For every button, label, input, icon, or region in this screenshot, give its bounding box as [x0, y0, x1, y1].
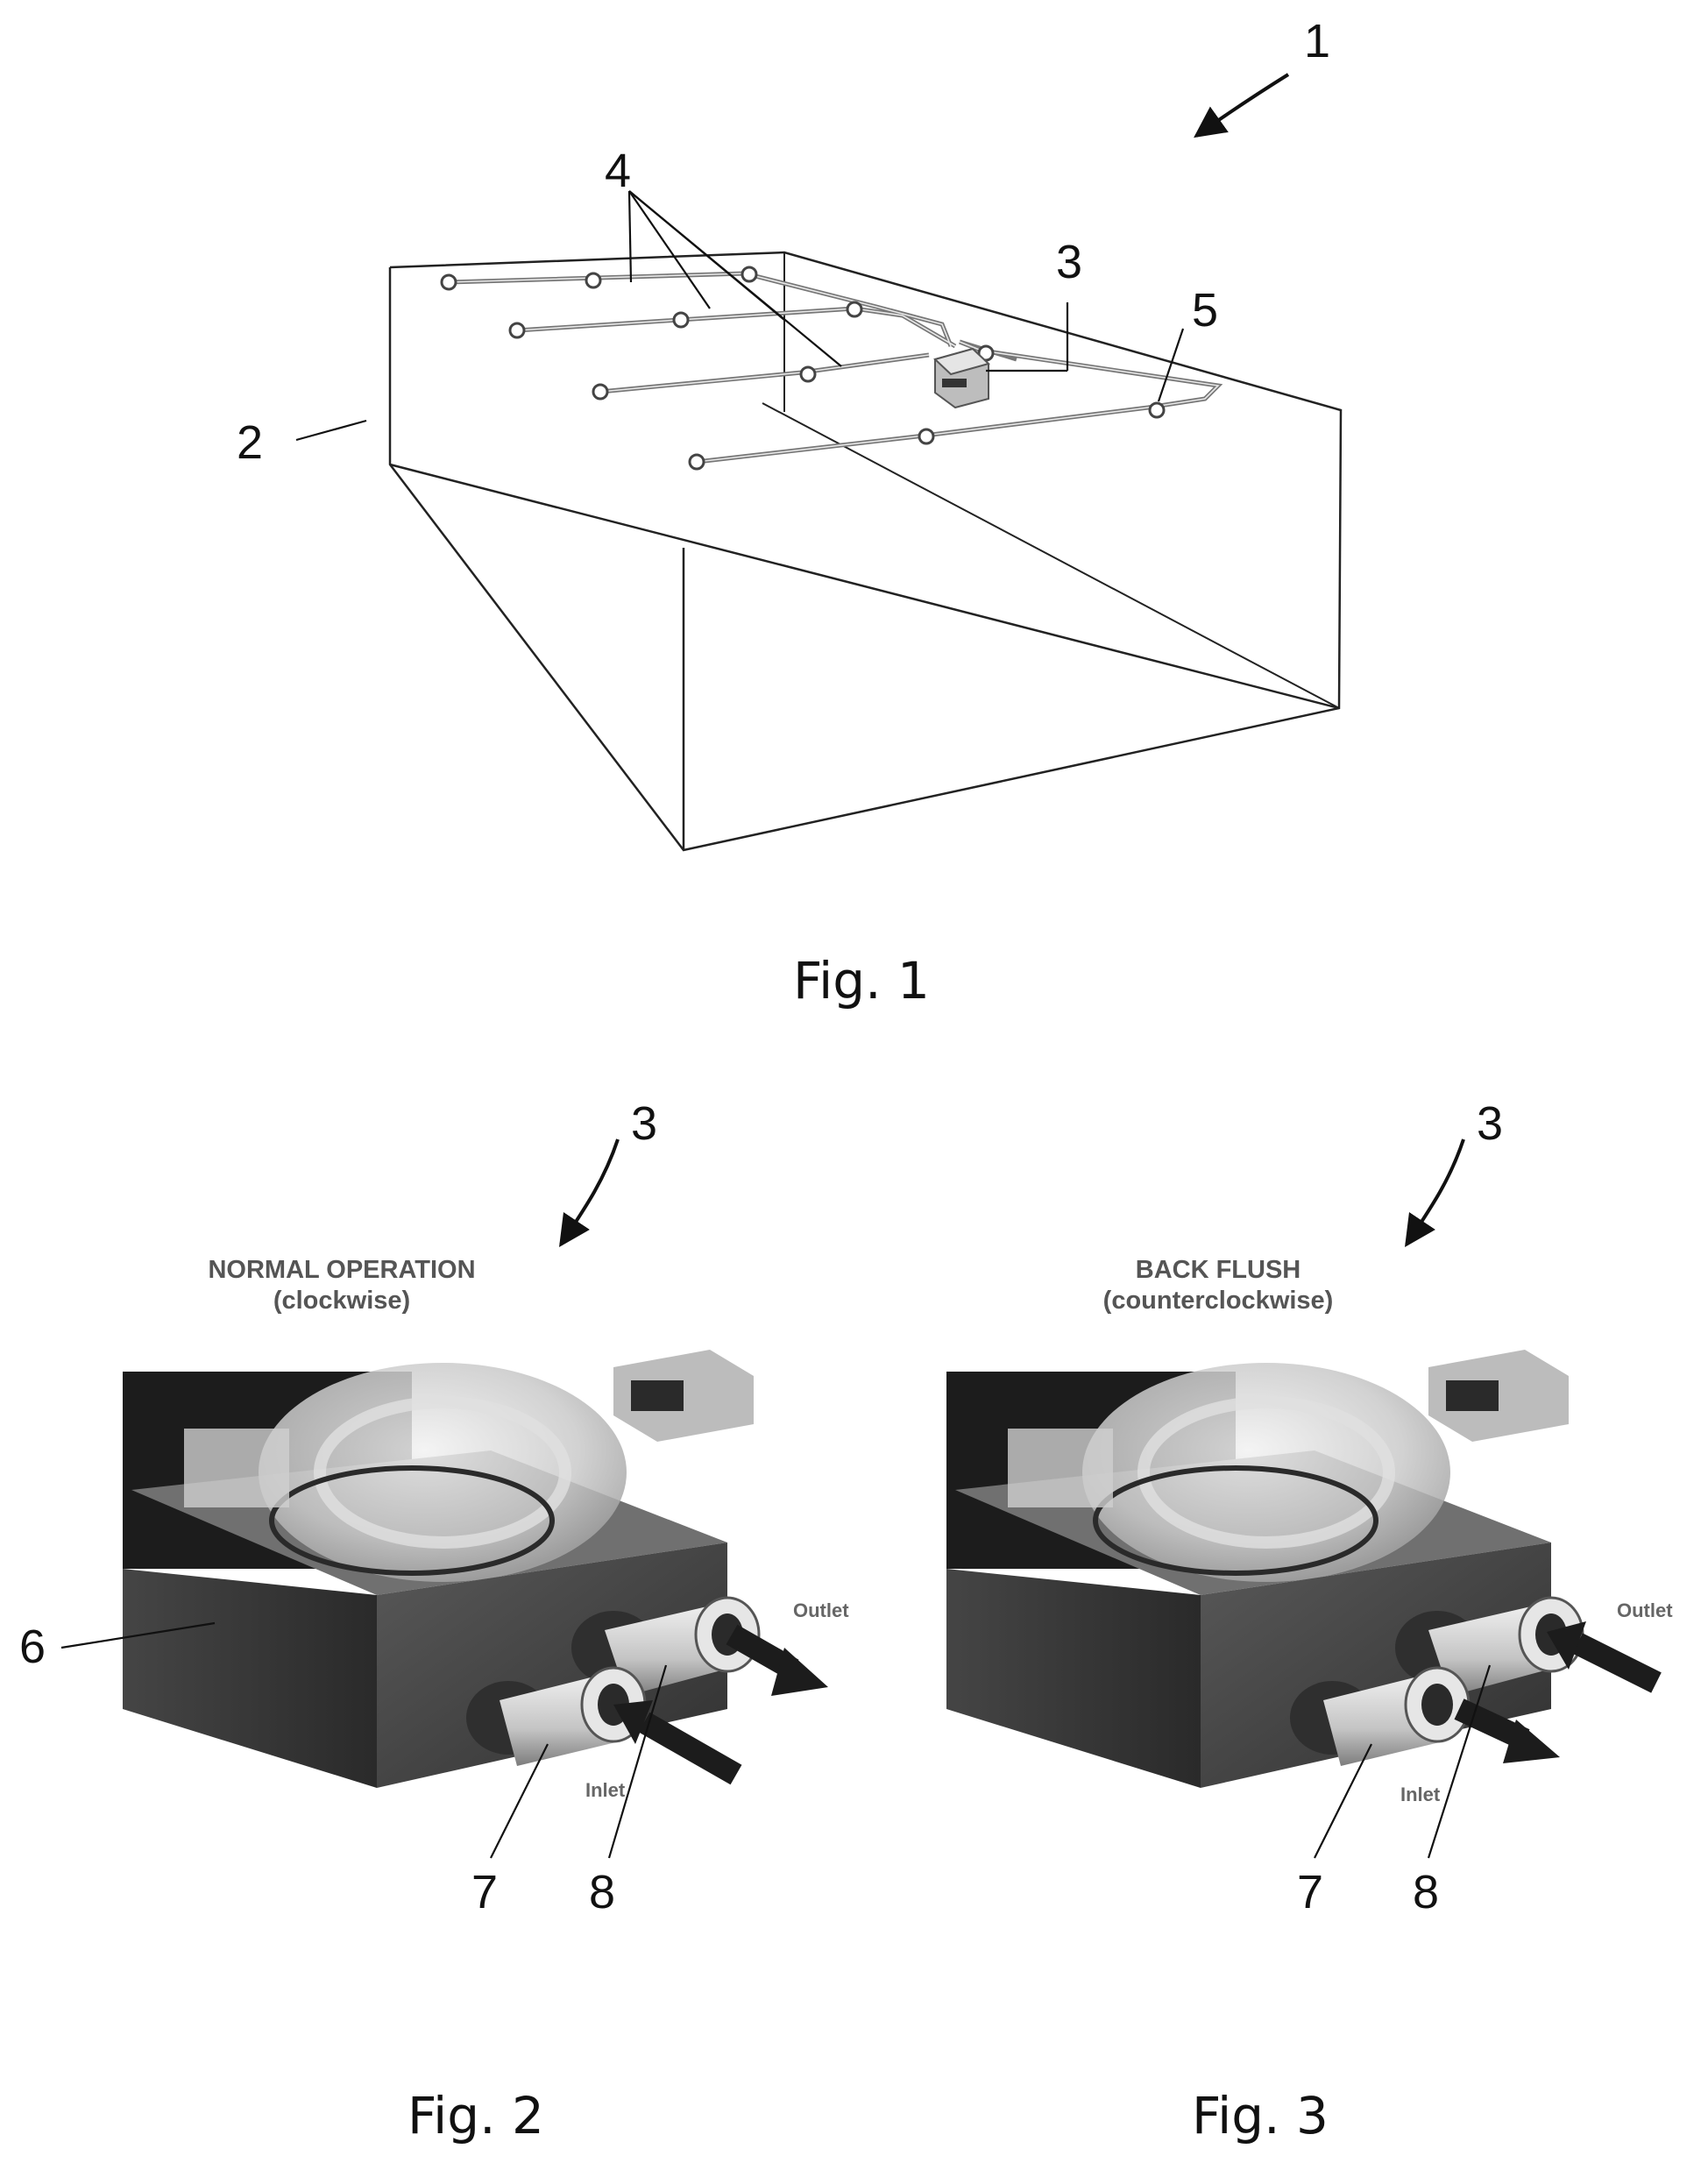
figure-2-caption: Fig. 2	[408, 2090, 544, 2141]
fig3-inlet-label: Inlet	[1400, 1784, 1440, 1806]
fig3-ref-pump-3: 3	[1477, 1100, 1503, 1147]
fig2-outlet-label: Outlet	[793, 1599, 849, 1622]
fig2-inlet-arrow	[644, 1722, 736, 1775]
fig2-ref-pump-3: 3	[631, 1100, 657, 1147]
fig2-ref-inlet-7: 7	[471, 1869, 498, 1916]
fig2-inlet-label: Inlet	[585, 1779, 625, 1802]
figure-3-caption: Fig. 3	[1192, 2090, 1329, 2141]
fig3-ref-outlet-8: 8	[1413, 1869, 1439, 1916]
fig2-mode-label: NORMAL OPERATION (clockwise)	[158, 1255, 526, 1316]
fig2-ref-housing-6: 6	[19, 1623, 46, 1670]
fig3-mode-subtitle: (counterclockwise)	[1060, 1286, 1376, 1316]
fig2-mode-subtitle: (clockwise)	[158, 1286, 526, 1316]
fig3-mode-title: BACK FLUSH	[1060, 1255, 1376, 1286]
fig3-outlet-label: Outlet	[1617, 1599, 1673, 1622]
fig2-ref-outlet-8: 8	[589, 1869, 615, 1916]
fig2-mode-title: NORMAL OPERATION	[158, 1255, 526, 1286]
fig3-pump-leader-arrow	[1407, 1139, 1463, 1245]
fig3-outlet-arrow	[1577, 1643, 1656, 1683]
fig2-pump-leader-arrow	[561, 1139, 618, 1245]
figure-2-pump-render	[61, 1139, 828, 1858]
fig3-mode-label: BACK FLUSH (counterclockwise)	[1060, 1255, 1376, 1316]
fig3-ref-inlet-7: 7	[1297, 1869, 1323, 1916]
figure-3-pump-render	[946, 1139, 1656, 1858]
